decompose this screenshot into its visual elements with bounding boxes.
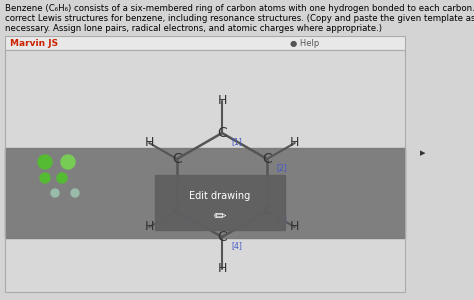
Bar	[5, 148, 405, 238]
Circle shape	[40, 173, 50, 183]
Text: correct Lewis structures for benzene, including resonance structures. (Copy and : correct Lewis structures for benzene, in…	[5, 14, 474, 23]
Text: C: C	[172, 152, 182, 166]
Text: H: H	[145, 220, 154, 233]
Text: Marvin JS: Marvin JS	[10, 38, 58, 47]
Text: C: C	[262, 152, 272, 166]
Bar	[5, 50, 405, 292]
Text: [1]: [1]	[231, 137, 242, 146]
Text: C: C	[217, 230, 227, 244]
Text: H: H	[290, 220, 300, 233]
Text: C: C	[262, 204, 272, 218]
Circle shape	[38, 155, 52, 169]
Circle shape	[51, 189, 59, 197]
Text: ▸: ▸	[420, 148, 426, 158]
Circle shape	[57, 173, 67, 183]
Text: ✏: ✏	[214, 208, 227, 224]
Bar	[5, 36, 405, 50]
Text: [3]: [3]	[276, 215, 287, 224]
Text: ● Help: ● Help	[290, 38, 319, 47]
Text: Benzene (C₆H₆) consists of a six-membered ring of carbon atoms with one hydrogen: Benzene (C₆H₆) consists of a six-membere…	[5, 4, 474, 13]
Circle shape	[61, 155, 75, 169]
Text: C: C	[172, 204, 182, 218]
Text: H: H	[145, 136, 154, 149]
Text: necessary. Assign lone pairs, radical electrons, and atomic charges where approp: necessary. Assign lone pairs, radical el…	[5, 24, 382, 33]
Text: C: C	[217, 126, 227, 140]
Text: H: H	[217, 262, 227, 275]
Text: [5]: [5]	[186, 215, 197, 224]
Text: Edit drawing: Edit drawing	[190, 191, 251, 201]
Text: [2]: [2]	[276, 163, 287, 172]
Text: H: H	[217, 94, 227, 107]
Text: H: H	[290, 136, 300, 149]
Bar	[155, 175, 285, 230]
Text: [4]: [4]	[231, 241, 242, 250]
Bar	[5, 50, 405, 292]
Circle shape	[71, 189, 79, 197]
Bar	[5, 36, 405, 50]
